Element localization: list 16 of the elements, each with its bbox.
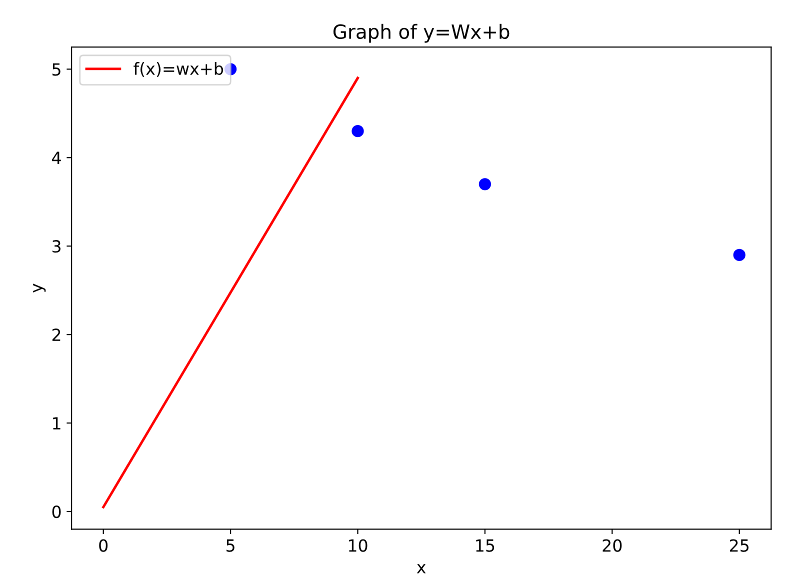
y-tick-label: 1 — [53, 417, 60, 430]
x-tick-label: 20 — [602, 539, 622, 552]
y-tick-label: 4 — [52, 152, 61, 164]
y-tick-label: 2 — [52, 328, 60, 341]
x-tick-label: 25 — [730, 539, 748, 552]
x-tick-label: 15 — [476, 539, 494, 552]
x-tick-label: 5 — [226, 539, 234, 552]
legend-label: f(x)=wx+b — [134, 62, 224, 77]
chart-title: Graph of y=Wx+b — [333, 24, 510, 43]
x-axis-title: x — [416, 564, 426, 574]
y-tick-label: 5 — [52, 63, 60, 76]
y-tick-label: 0 — [52, 505, 61, 518]
x-tick-label: 0 — [99, 539, 108, 552]
y-axis-title: y — [33, 284, 46, 293]
x-tick-label: 10 — [348, 539, 368, 552]
y-tick-label: 3 — [52, 240, 60, 253]
